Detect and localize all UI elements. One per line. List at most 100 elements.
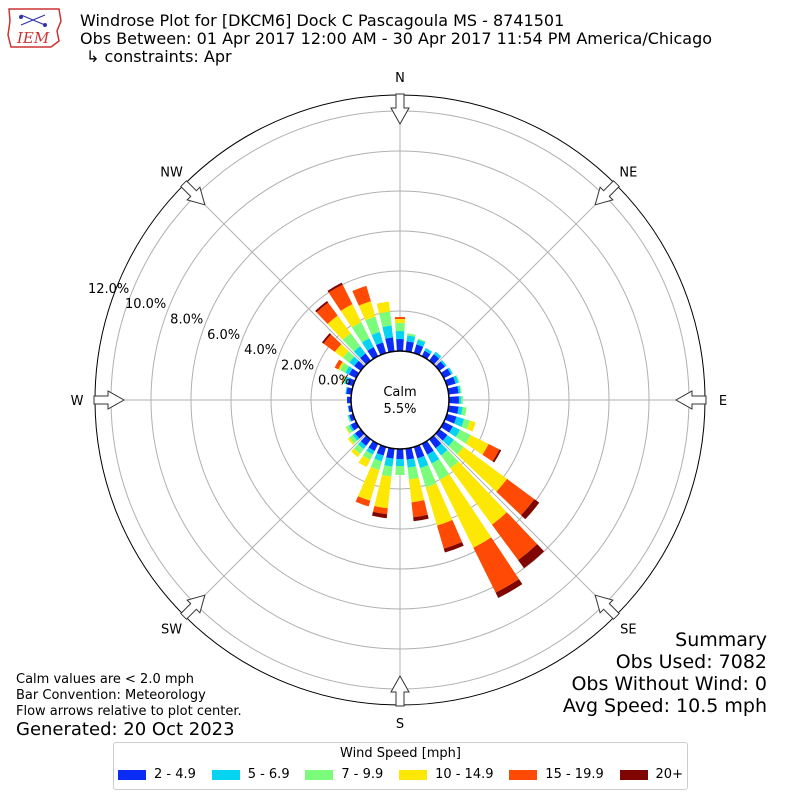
wind-bar-segment [342,351,355,363]
wind-bar-segment [457,406,463,415]
wind-bar-segment [461,407,467,416]
radial-tick-label: 10.0% [125,297,166,312]
wind-bar-segment [407,466,419,480]
wind-bar-segment [349,435,358,444]
legend-swatch [509,769,538,780]
wind-bar-segment [435,443,448,456]
wind-bar-segment [342,333,361,352]
flow-arrow-icon [180,180,206,206]
wind-bar-segment [405,447,415,460]
wind-bar-segment [347,396,352,404]
legend-item: 20+ [619,767,683,782]
logo-text: IEM [16,29,50,47]
wind-bar-segment [371,331,384,346]
flow-arrow-icon [594,180,620,206]
wind-bar-segment [408,477,425,503]
radial-tick-label: 6.0% [207,328,240,343]
wind-bar-segment [328,284,353,311]
wind-bar-segment [450,461,507,525]
legend-swatch [305,769,334,780]
wind-bar-segment [455,429,471,444]
compass-label-se: SE [620,622,636,637]
wind-bar-segment [496,478,535,516]
radial-tick-label: 2.0% [281,358,314,373]
wind-bar-segment [334,359,343,370]
wind-bar-segment [382,325,393,339]
wind-bar-segment [345,426,351,434]
legend-item: 7 - 9.9 [305,767,383,782]
wind-bar-segment [447,367,453,375]
wind-bar-segment [473,537,519,593]
wind-bar-segment [346,425,353,434]
wind-bar-segment [421,440,434,455]
compass-label-sw: SW [161,622,182,637]
wind-bar-segment [347,405,350,413]
wind-bar-segment [491,512,538,561]
flow-arrow-icon [674,390,707,410]
legend-item: 5 - 6.9 [211,767,290,782]
wind-bar-segment [439,474,492,548]
wind-bar-segment [379,311,392,328]
wind-bar-segment [395,331,405,340]
wind-bar-segment [351,448,361,458]
wind-bar-segment [394,317,406,320]
wind-bar-segment [420,465,437,488]
legend-label: 2 - 4.9 [154,767,196,782]
wind-bar-segment [348,414,352,422]
summary-obs-without-wind: Obs Without Wind: 0 [571,673,767,695]
calm-value: 5.5% [383,402,416,417]
wind-bar-segment [411,500,428,518]
wind-bar-segment [357,441,367,450]
wind-bar-segment [366,447,375,455]
calm-label: Calm [383,385,416,400]
grid-spoke [434,434,617,617]
radial-tick-label: 0.0% [318,374,351,389]
wind-bar-segment [321,333,332,344]
wind-bar-segment [353,444,364,454]
legend-swatch [211,769,240,780]
wind-bar-segment [367,347,379,360]
wind-bar-segment [440,421,453,433]
grid-spoke [434,183,617,366]
wind-bar-segment [460,396,463,404]
flow-arrow-icon [390,93,410,126]
radial-tick-label: 8.0% [170,312,203,327]
wind-bar-segment [323,334,342,352]
wind-bar-segment [454,416,465,427]
wind-bar-segment [495,579,523,598]
flow-arrow-icon [93,390,126,410]
wind-bar-segment [448,396,459,404]
flow-arrows-note: Flow arrows relative to plot center. [16,704,242,719]
wind-bar-segment [395,323,405,332]
legend-label: 20+ [655,767,683,782]
wind-bar-segment [520,499,540,520]
wind-bar-segment [360,353,371,365]
wind-bar-segment [465,435,489,455]
wind-bar-segment [396,339,404,352]
iem-logo: IEM [5,5,63,51]
wind-bar-segment [349,413,356,422]
wind-bar-segment [406,335,416,343]
iowa-map-icon: IEM [7,8,62,48]
wind-bar-segment [482,444,500,462]
wind-bar-segment [466,420,476,432]
wind-bar-segment [447,386,459,395]
chart-title-line2: Obs Between: 01 Apr 2017 12:00 AM - 30 A… [80,29,713,48]
wind-bar-segment [353,346,366,358]
wind-bar-segment [427,450,440,464]
wind-bar-segment [436,520,463,549]
flow-arrow-icon [594,594,620,620]
legend-title: Wind Speed [mph] [340,746,461,761]
compass-label-ne: NE [619,166,637,181]
wind-bar-segment [407,333,416,337]
compass-label-s: S [396,717,404,732]
wind-bar-segment [416,339,426,347]
wind-bar-segment [453,375,459,384]
wind-bar-segment [396,448,404,459]
wind-bar-segment [413,444,425,459]
wind-bar-segment [327,315,351,340]
legend-swatch [118,769,146,780]
flow-arrow-icon [180,594,206,620]
calm-note: Calm values are < 2.0 mph [16,672,195,687]
